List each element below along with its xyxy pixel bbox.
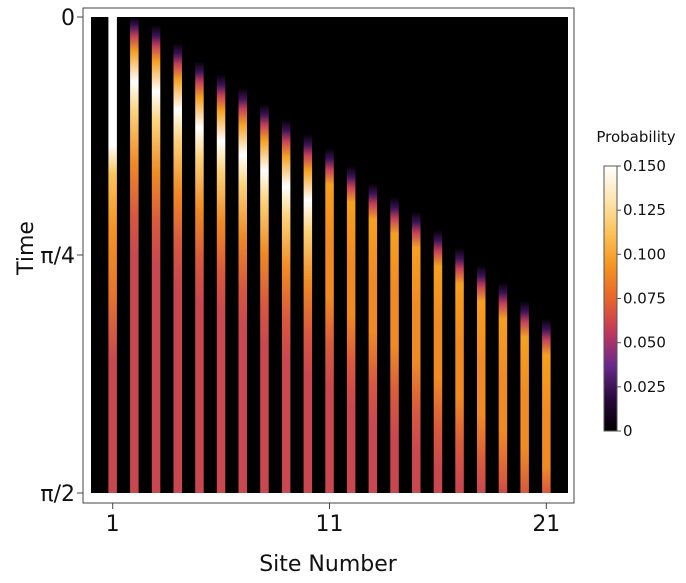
site-column <box>390 17 399 493</box>
site-column <box>520 17 529 493</box>
site-column <box>195 17 204 493</box>
colorbar-frame <box>603 165 618 432</box>
site-column <box>346 17 356 493</box>
colorbar-ticks: 0 0.025 0.050 0.075 0.100 0.125 0.150 <box>617 157 666 440</box>
site-column <box>216 17 226 493</box>
site-column <box>542 17 551 493</box>
site-column <box>477 17 486 493</box>
y-tick-label: 0 <box>61 6 75 31</box>
colorbar-tick-label: 0.100 <box>623 245 666 263</box>
site-column <box>368 17 378 493</box>
site-column <box>498 17 508 493</box>
site-column <box>412 17 421 493</box>
y-axis-title: Time <box>14 221 39 276</box>
x-axis-title: Site Number <box>259 552 398 577</box>
y-axis-ticks: 0 π/4 π/2 <box>40 6 83 507</box>
site-column <box>151 17 161 493</box>
site-column <box>108 17 117 493</box>
site-column <box>455 17 464 493</box>
colorbar-tick-label: 0.050 <box>623 334 666 352</box>
site-column <box>260 17 269 493</box>
colorbar-tick-label: 0.125 <box>623 201 666 219</box>
x-tick-label: 21 <box>532 512 560 537</box>
plot-area: 1 11 21 0π/4π/2 <box>40 6 575 537</box>
site-column <box>238 17 247 493</box>
site-columns <box>108 17 551 493</box>
colorbar-tick-label: 0.075 <box>623 290 666 308</box>
colorbar: Probability 0 0.025 0.050 0.075 0.100 0.125 0.… <box>596 128 675 440</box>
site-column <box>130 17 139 493</box>
site-column <box>303 17 313 493</box>
site-column <box>281 17 291 493</box>
colorbar-tick-label: 0 <box>623 422 633 440</box>
x-axis-ticks: 1 11 21 <box>106 503 560 537</box>
site-column <box>173 17 182 493</box>
x-tick-label: 11 <box>316 512 344 537</box>
y-tick-label: π/2 <box>40 482 75 507</box>
colorbar-tick-label: 0.025 <box>623 378 666 396</box>
y-tick-label: π/4 <box>40 244 75 269</box>
colorbar-title: Probability <box>596 128 675 146</box>
colorbar-tick-label: 0.150 <box>623 157 666 175</box>
x-tick-label: 1 <box>106 512 120 537</box>
site-column <box>433 17 443 493</box>
site-column <box>325 17 334 493</box>
